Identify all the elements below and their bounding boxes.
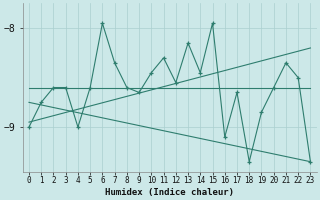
- X-axis label: Humidex (Indice chaleur): Humidex (Indice chaleur): [105, 188, 234, 197]
